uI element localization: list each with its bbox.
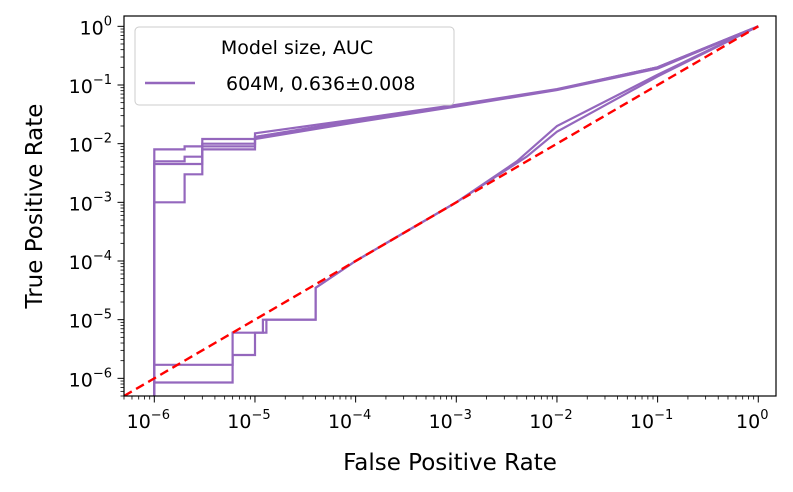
series-layer bbox=[124, 25, 759, 396]
y-tick-label: 10−3 bbox=[69, 190, 112, 215]
y-tick-label: 100 bbox=[80, 14, 112, 39]
roc-series-6 bbox=[153, 25, 759, 396]
x-tick-label: 10−4 bbox=[328, 408, 371, 433]
x-tick-label: 10−3 bbox=[429, 408, 472, 433]
y-tick-label: 10−6 bbox=[69, 366, 112, 391]
y-tick-label: 10−2 bbox=[69, 132, 112, 157]
x-axis: 10−6 10−5 10−4 10−3 10−2 10−1 100 bbox=[123, 396, 769, 433]
y-tick-label: 10−5 bbox=[69, 308, 112, 333]
y-tick-label: 10−1 bbox=[69, 73, 112, 98]
legend: Model size, AUC 604M, 0.636±0.008 bbox=[134, 26, 455, 106]
legend-entry: 604M, 0.636±0.008 bbox=[226, 73, 415, 95]
legend-title: Model size, AUC bbox=[221, 37, 373, 59]
y-tick-label: 10−4 bbox=[69, 249, 112, 274]
y-axis-label: True Positive Rate bbox=[22, 104, 48, 310]
roc-series-4 bbox=[153, 25, 759, 396]
plot-frame bbox=[123, 15, 777, 397]
x-tick-label: 10−5 bbox=[227, 408, 270, 433]
x-axis-label: False Positive Rate bbox=[343, 450, 557, 476]
x-tick-label: 10−2 bbox=[529, 408, 572, 433]
legend-box bbox=[134, 26, 455, 106]
x-tick-label: 10−1 bbox=[630, 408, 673, 433]
random-baseline-line bbox=[124, 25, 759, 396]
x-tick-label: 100 bbox=[736, 408, 768, 433]
y-axis: 10−6 10−5 10−4 10−3 10−2 10−1 100 bbox=[69, 14, 124, 397]
x-tick-label: 10−6 bbox=[127, 408, 170, 433]
